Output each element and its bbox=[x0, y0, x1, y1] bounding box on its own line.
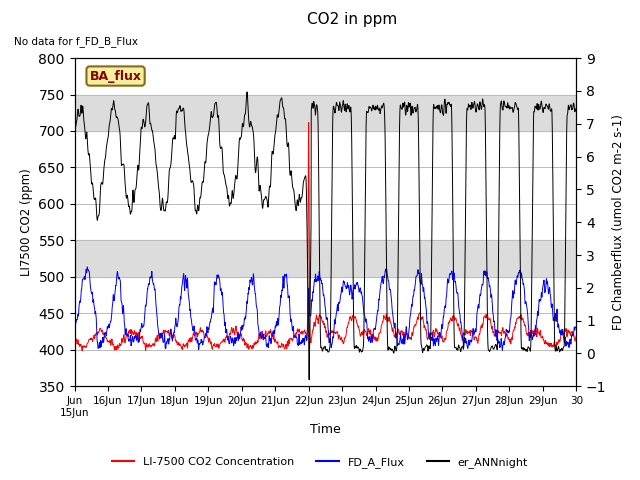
Bar bbox=[74, 240, 576, 277]
Text: No data for f_FD_B_Flux: No data for f_FD_B_Flux bbox=[14, 36, 138, 47]
Text: BA_flux: BA_flux bbox=[90, 70, 141, 83]
Text: CO2 in ppm: CO2 in ppm bbox=[307, 12, 397, 27]
Bar bbox=[74, 95, 576, 131]
X-axis label: Time: Time bbox=[310, 423, 340, 436]
Y-axis label: FD Chamberflux (umol CO2 m-2 s-1): FD Chamberflux (umol CO2 m-2 s-1) bbox=[612, 114, 625, 330]
Legend: LI-7500 CO2 Concentration, FD_A_Flux, er_ANNnight: LI-7500 CO2 Concentration, FD_A_Flux, er… bbox=[108, 452, 532, 472]
Y-axis label: LI7500 CO2 (ppm): LI7500 CO2 (ppm) bbox=[20, 168, 33, 276]
